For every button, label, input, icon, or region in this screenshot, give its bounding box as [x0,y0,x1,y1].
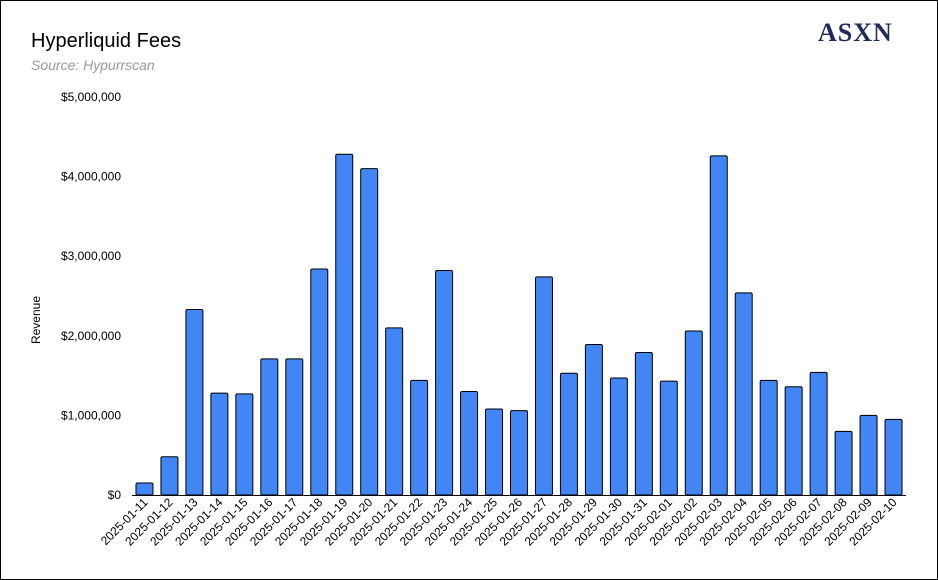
bar-2025-01-16 [260,358,279,496]
y-tick-label: $4,000,000 [61,170,121,184]
bars-group [135,153,903,496]
y-tick-label: $5,000,000 [61,90,121,104]
y-tick-label: $1,000,000 [61,408,121,422]
bar-2025-01-28 [559,372,578,496]
bar-2025-02-05 [759,379,778,496]
x-axis-ticks: 2025-01-112025-01-122025-01-132025-01-14… [98,495,900,549]
bar-2025-02-10 [884,418,903,496]
bar-2025-02-03 [709,155,728,496]
bar-2025-01-14 [210,392,229,496]
bar-2025-02-01 [659,380,678,496]
bar-2025-01-19 [335,153,354,496]
bar-2025-01-18 [310,268,329,496]
bar-2025-01-30 [609,377,628,496]
bar-2025-02-09 [859,414,878,496]
bar-2025-02-07 [809,371,828,496]
bar-2025-01-11 [135,482,154,496]
bar-2025-01-17 [285,358,304,496]
bar-2025-02-04 [734,292,753,496]
y-axis-title: Revenue [29,296,43,344]
bar-2025-01-12 [160,456,179,496]
bar-2025-01-21 [385,327,404,496]
y-axis-ticks: $0 $1,000,000 $2,000,000 $3,000,000 $4,000,0… [61,90,121,502]
bar-2025-01-24 [460,391,479,496]
chart-subtitle: Source: Hypurrscan [31,57,155,73]
bar-2025-01-13 [185,309,204,496]
bar-2025-01-15 [235,393,254,496]
bar-2025-01-27 [534,276,553,496]
bar-2025-01-22 [410,379,429,496]
y-tick-label: $0 [108,488,122,502]
bar-2025-02-02 [684,330,703,496]
y-tick-label: $2,000,000 [61,329,121,343]
bar-2025-01-29 [584,344,603,496]
bar-2025-01-26 [510,410,528,496]
bar-2025-01-23 [435,270,454,496]
y-tick-label: $3,000,000 [61,249,121,263]
asxn-logo: ASXN [818,18,893,47]
bar-2025-01-31 [634,352,653,496]
bar-2025-02-08 [834,430,853,496]
chart-title: Hyperliquid Fees [31,30,182,52]
bar-2025-01-25 [485,408,504,496]
bar-2025-01-20 [360,168,379,496]
bar-2025-02-06 [784,386,803,496]
